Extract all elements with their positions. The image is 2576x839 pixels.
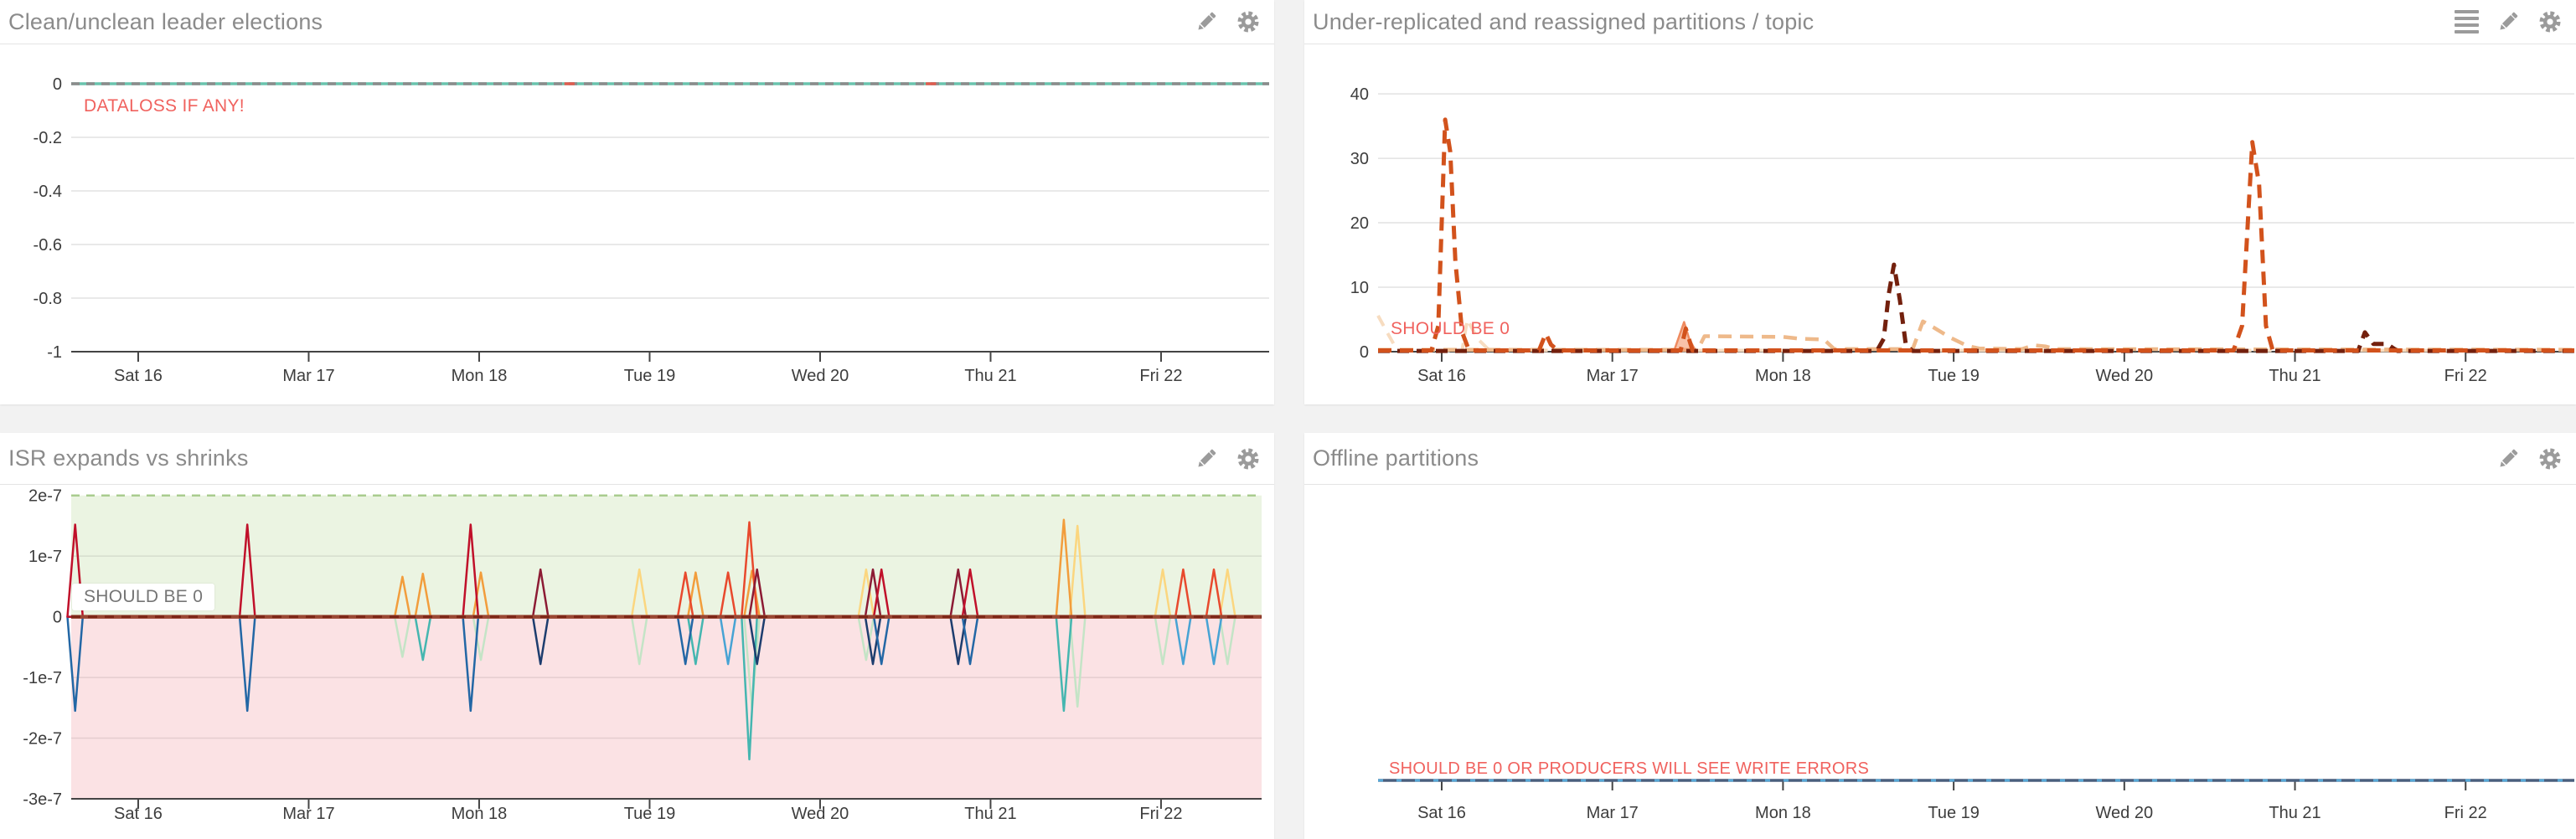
svg-text:0: 0 — [53, 609, 62, 627]
panel-title[interactable]: Under-replicated and reassigned partitio… — [1313, 8, 1815, 34]
edit-icon[interactable] — [1194, 9, 1219, 34]
svg-text:Tue 19: Tue 19 — [1928, 804, 1980, 822]
panel-offline-partitions: Offline partitions Sat 16 Mar 17 Mon 18 Tue… — [1304, 433, 2576, 839]
svg-text:0: 0 — [53, 75, 62, 94]
edit-icon[interactable] — [2496, 9, 2521, 34]
svg-text:-0.2: -0.2 — [34, 129, 62, 147]
svg-text:2e-7: 2e-7 — [28, 487, 62, 506]
panel-actions — [2496, 446, 2563, 471]
panel-header: Offline partitions — [1304, 433, 2576, 485]
svg-text:-0.4: -0.4 — [34, 183, 62, 201]
panel-under-replicated-partitions: Under-replicated and reassigned partitio… — [1304, 0, 2576, 404]
svg-text:Thu 21: Thu 21 — [964, 805, 1016, 823]
svg-text:Thu 21: Thu 21 — [2269, 804, 2320, 822]
svg-text:Mar 17: Mar 17 — [282, 367, 334, 385]
annotation-should-be-0: SHOULD BE 0 — [72, 584, 215, 610]
svg-text:Wed 20: Wed 20 — [2096, 367, 2154, 385]
svg-text:Wed 20: Wed 20 — [792, 805, 849, 823]
svg-text:Sat 16: Sat 16 — [1417, 804, 1466, 822]
settings-icon[interactable] — [1236, 446, 1261, 471]
panel-clean-unclean-leader-elections: Clean/unclean leader elections 0 -0.2 -0.4… — [0, 0, 1274, 404]
svg-text:Mon 18: Mon 18 — [1755, 804, 1811, 822]
svg-text:40: 40 — [1350, 85, 1369, 104]
svg-text:Fri 22: Fri 22 — [2444, 804, 2487, 822]
svg-text:Mar 17: Mar 17 — [1587, 804, 1639, 822]
svg-text:Wed 20: Wed 20 — [792, 367, 849, 385]
edit-icon[interactable] — [1194, 446, 1219, 471]
svg-text:-1: -1 — [47, 343, 62, 362]
settings-icon[interactable] — [2537, 9, 2563, 34]
svg-text:0: 0 — [1360, 343, 1369, 362]
panel-title[interactable]: Clean/unclean leader elections — [8, 8, 323, 34]
panel-title[interactable]: Offline partitions — [1313, 445, 1479, 471]
annotation-should-be-0: SHOULD BE 0 — [1391, 319, 1510, 338]
svg-text:-2e-7: -2e-7 — [23, 730, 62, 749]
panel-header: Under-replicated and reassigned partitio… — [1304, 0, 2576, 44]
panel-body: 0 10 20 30 40 Sat 16 Mar 17 Mon 18 Tue 19 Wed 20 T… — [1304, 44, 2576, 404]
svg-text:Thu 21: Thu 21 — [964, 367, 1016, 385]
svg-text:Fri 22: Fri 22 — [1139, 367, 1182, 385]
svg-text:-0.8: -0.8 — [34, 290, 62, 308]
panel-title[interactable]: ISR expands vs shrinks — [8, 445, 249, 471]
panel-actions — [1194, 446, 1261, 471]
svg-text:Tue 19: Tue 19 — [1928, 367, 1980, 385]
svg-text:Fri 22: Fri 22 — [2444, 367, 2487, 385]
svg-text:20: 20 — [1350, 214, 1369, 233]
panel-body: Sat 16 Mar 17 Mon 18 Tue 19 Wed 20 Thu 21 Fri … — [1304, 485, 2576, 839]
edit-icon[interactable] — [2496, 446, 2521, 471]
legend-icon[interactable] — [2454, 9, 2479, 34]
annotation-dataloss: DATALOSS IF ANY! — [84, 96, 245, 116]
svg-text:-0.6: -0.6 — [34, 236, 62, 255]
svg-text:Mar 17: Mar 17 — [1587, 367, 1639, 385]
settings-icon[interactable] — [2537, 446, 2563, 471]
svg-text:1e-7: 1e-7 — [28, 548, 62, 566]
svg-text:Tue 19: Tue 19 — [624, 805, 676, 823]
svg-text:Wed 20: Wed 20 — [2096, 804, 2154, 822]
panel-actions — [2454, 9, 2563, 34]
panel-body: 0 -0.2 -0.4 -0.6 -0.8 -1 Sat 16 Mar 17 Mon 18 Tue… — [0, 44, 1274, 404]
svg-text:Mon 18: Mon 18 — [1755, 367, 1811, 385]
settings-icon[interactable] — [1236, 9, 1261, 34]
svg-text:Sat 16: Sat 16 — [1417, 367, 1466, 385]
svg-text:Tue 19: Tue 19 — [624, 367, 676, 385]
svg-text:Sat 16: Sat 16 — [114, 805, 163, 823]
svg-text:10: 10 — [1350, 279, 1369, 297]
panel-actions — [1194, 9, 1261, 34]
panel-header: ISR expands vs shrinks — [0, 433, 1274, 485]
svg-text:Mon 18: Mon 18 — [452, 367, 508, 385]
svg-text:Fri 22: Fri 22 — [1139, 805, 1182, 823]
svg-text:-3e-7: -3e-7 — [23, 790, 62, 809]
svg-text:-1e-7: -1e-7 — [23, 669, 62, 687]
svg-text:Sat 16: Sat 16 — [114, 367, 163, 385]
chart-p2-canvas[interactable]: 0 10 20 30 40 Sat 16 Mar 17 Mon 18 Tue 19 Wed 20 T… — [1304, 44, 2576, 404]
svg-text:Mar 17: Mar 17 — [282, 805, 334, 823]
annotation-write-errors: SHOULD BE 0 OR PRODUCERS WILL SEE WRITE … — [1389, 759, 1870, 778]
svg-text:Thu 21: Thu 21 — [2269, 367, 2320, 385]
chart-p3-canvas[interactable]: 2e-7 1e-7 0 -1e-7 -2e-7 -3e-7 Sat 16 Mar 17 Mon … — [0, 485, 1274, 839]
chart-p1-canvas[interactable]: 0 -0.2 -0.4 -0.6 -0.8 -1 Sat 16 Mar 17 Mon 18 Tue… — [0, 44, 1274, 404]
panel-body: 2e-7 1e-7 0 -1e-7 -2e-7 -3e-7 Sat 16 Mar 17 Mon … — [0, 485, 1274, 839]
panel-header: Clean/unclean leader elections — [0, 0, 1274, 44]
panel-isr-expands-vs-shrinks: ISR expands vs shrinks 2e-7 1e-7 0 -1e-7 -2e… — [0, 433, 1274, 839]
chart-p4-canvas[interactable]: Sat 16 Mar 17 Mon 18 Tue 19 Wed 20 Thu 21 Fri … — [1304, 485, 2576, 839]
svg-text:Mon 18: Mon 18 — [452, 805, 508, 823]
svg-text:30: 30 — [1350, 150, 1369, 168]
